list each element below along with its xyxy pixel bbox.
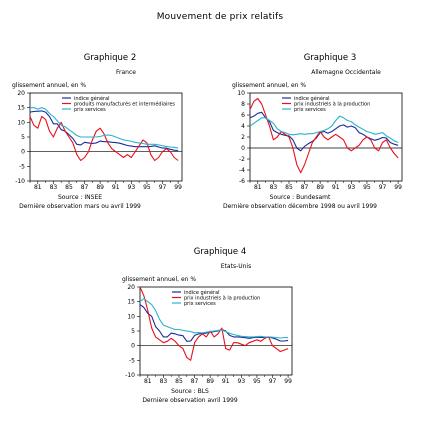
y-tick-label: 0 bbox=[131, 343, 135, 350]
chart-svg-allemagne: Graphique 3 Allemagne Occidentale glisseme… bbox=[223, 53, 403, 210]
y-tick-label: 4 bbox=[241, 123, 245, 130]
y-tick-label: 20 bbox=[127, 284, 135, 291]
legend-entry: indice général bbox=[294, 95, 330, 102]
y-axis-label: glissement annuel, en % bbox=[232, 82, 306, 89]
x-tick-label: 97 bbox=[379, 184, 387, 191]
chart-allemagne: Graphique 3 Allemagne Occidentale glisseme… bbox=[220, 46, 440, 221]
x-tick-label: 85 bbox=[65, 184, 73, 191]
chart-title: Graphique 2 bbox=[84, 53, 137, 63]
y-tick-label: 5 bbox=[21, 134, 25, 141]
x-tick-label: 89 bbox=[96, 184, 104, 191]
y-tick-label: -5 bbox=[19, 163, 25, 170]
y-tick-label: 10 bbox=[17, 119, 25, 126]
legend-entry: prix services bbox=[74, 107, 106, 113]
legend-entry: indice général bbox=[74, 95, 110, 102]
x-tick-label: 97 bbox=[159, 184, 167, 191]
y-tick-label: 10 bbox=[237, 90, 245, 97]
legend-entry: prix industriels à la production bbox=[184, 295, 260, 302]
chart-note: Dernière observation décembre 1998 ou av… bbox=[223, 203, 377, 210]
x-tick-label: 93 bbox=[348, 184, 356, 191]
chart-source: Source : BLS bbox=[171, 388, 209, 395]
x-tick-label: 89 bbox=[206, 378, 214, 385]
chart-title: Graphique 3 bbox=[304, 53, 357, 63]
x-tick-label: 81 bbox=[144, 378, 152, 385]
y-axis-label: glissement annuel, en % bbox=[122, 276, 196, 283]
legend-entry: prix services bbox=[184, 301, 216, 307]
series-line-3 bbox=[139, 298, 289, 339]
chart-source: Source : Bundesamt bbox=[270, 194, 331, 201]
y-tick-label: 20 bbox=[17, 90, 25, 97]
y-tick-label: 8 bbox=[241, 101, 245, 108]
y-tick-label: 15 bbox=[17, 105, 25, 112]
y-tick-label: 0 bbox=[21, 149, 25, 156]
legend-entry: prix industriels à la production bbox=[294, 101, 370, 108]
y-tick-label: -6 bbox=[239, 178, 245, 185]
x-tick-label: 85 bbox=[285, 184, 293, 191]
series-line-1 bbox=[139, 304, 289, 342]
x-tick-label: 93 bbox=[238, 378, 246, 385]
x-tick-label: 91 bbox=[222, 378, 230, 385]
x-tick-label: 81 bbox=[34, 184, 42, 191]
y-tick-label: 6 bbox=[241, 112, 245, 119]
chart-source: Source : INSEE bbox=[58, 194, 102, 201]
legend-entry: prix services bbox=[294, 107, 326, 113]
x-tick-label: 95 bbox=[363, 184, 371, 191]
x-tick-label: 97 bbox=[269, 378, 277, 385]
x-tick-label: 93 bbox=[128, 184, 136, 191]
series-line-3 bbox=[249, 115, 399, 144]
chart-subtitle: France bbox=[116, 69, 136, 76]
legend-entry: produits manufacturés et intermédiaires bbox=[74, 101, 175, 108]
x-tick-label: 91 bbox=[112, 184, 120, 191]
chart-note: Dernière observation avril 1999 bbox=[142, 397, 238, 404]
series-line-1 bbox=[249, 111, 399, 152]
y-tick-label: -4 bbox=[239, 167, 245, 174]
chart-subtitle: Allemagne Occidentale bbox=[311, 69, 381, 76]
y-tick-label: -5 bbox=[129, 357, 135, 364]
series-line-2 bbox=[249, 97, 399, 174]
y-tick-label: -2 bbox=[239, 156, 245, 163]
plot-frame bbox=[249, 92, 403, 182]
y-tick-label: -10 bbox=[125, 372, 135, 379]
chart-etats-unis: Graphique 4 Etats-Unis glissement annuel, … bbox=[110, 240, 330, 415]
series-line-2 bbox=[139, 286, 289, 361]
x-tick-label: 99 bbox=[394, 184, 402, 191]
x-tick-label: 83 bbox=[160, 378, 168, 385]
x-tick-label: 87 bbox=[191, 378, 199, 385]
y-axis-label: glissement annuel, en % bbox=[12, 82, 86, 89]
legend-entry: indice général bbox=[184, 289, 220, 296]
chart-title: Graphique 4 bbox=[194, 247, 247, 257]
x-tick-label: 95 bbox=[253, 378, 261, 385]
x-tick-label: 85 bbox=[175, 378, 183, 385]
y-tick-label: 10 bbox=[127, 313, 135, 320]
chart-svg-etats-unis: Graphique 4 Etats-Unis glissement annuel, … bbox=[122, 247, 293, 404]
x-tick-label: 99 bbox=[174, 184, 182, 191]
chart-france: Graphique 2 France glissement annuel, en %… bbox=[0, 46, 220, 221]
x-tick-label: 87 bbox=[81, 184, 89, 191]
series-line-2 bbox=[29, 115, 179, 162]
x-tick-label: 91 bbox=[332, 184, 340, 191]
series-line-1 bbox=[29, 110, 179, 152]
plot-frame bbox=[29, 92, 183, 182]
y-tick-label: 15 bbox=[127, 299, 135, 306]
x-tick-label: 81 bbox=[254, 184, 262, 191]
x-tick-label: 87 bbox=[301, 184, 309, 191]
series-line-3 bbox=[30, 107, 179, 149]
y-tick-label: 0 bbox=[241, 145, 245, 152]
x-tick-label: 83 bbox=[270, 184, 278, 191]
x-tick-label: 83 bbox=[50, 184, 58, 191]
y-tick-label: 2 bbox=[241, 134, 245, 141]
chart-svg-france: Graphique 2 France glissement annuel, en %… bbox=[12, 53, 183, 210]
x-tick-label: 89 bbox=[316, 184, 324, 191]
chart-note: Dernière observation mars ou avril 1999 bbox=[19, 203, 141, 210]
chart-subtitle: Etats-Unis bbox=[221, 263, 251, 270]
y-tick-label: 5 bbox=[131, 328, 135, 335]
x-tick-label: 99 bbox=[284, 378, 292, 385]
y-tick-label: -10 bbox=[15, 178, 25, 185]
x-tick-label: 95 bbox=[143, 184, 151, 191]
page-title: Mouvement de prix relatifs bbox=[156, 12, 284, 22]
